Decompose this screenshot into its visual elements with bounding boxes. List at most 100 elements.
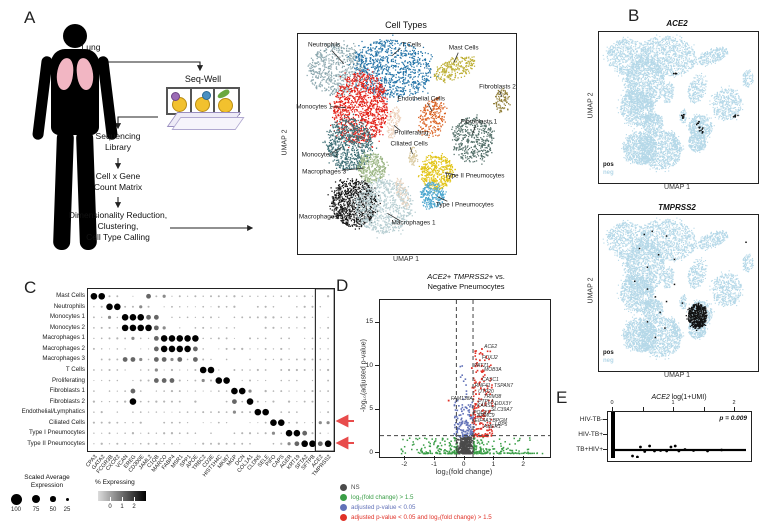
seqwell-device [166, 87, 240, 115]
cluster-label-neutrophils: Neutrophils [307, 41, 341, 49]
gradient-tick [134, 497, 135, 501]
human-silhouette [30, 24, 120, 252]
volcano-title-line2: Negative Pneumocytes [427, 281, 505, 291]
size-legend-dot [10, 493, 22, 505]
volcano-label-LRP5: LRP5 [494, 421, 508, 428]
volcano-label-ACE2: ACE2 [484, 344, 498, 351]
silhouette-torso [51, 49, 99, 135]
panelE-row-tick [603, 419, 607, 420]
volcano-legend-swatch [340, 494, 347, 501]
volcano-ytick-label: 0 [369, 448, 373, 456]
panelE-xtick [612, 407, 613, 411]
dotplot-row-12: Ciliated Cells [48, 418, 85, 426]
celltypes-umap-labels: Neutrophils T Cells Mast Cells Fibroblasts … [296, 34, 516, 254]
dotplot-size-legend: Scaled Average Expression [6, 474, 88, 490]
silhouette-right-arm [96, 55, 119, 141]
dotplot-row-7: T Cells [65, 366, 85, 373]
pct-tick: 0 [108, 504, 112, 510]
cluster-label-t-cells: T Cells [401, 41, 422, 49]
volcano-label-RNF41: RNF41 [474, 382, 491, 389]
volcano-label-PTPLA: PTPLA [478, 399, 495, 406]
ace2-neg-label: neg [603, 170, 614, 176]
volcano-label-TSPAN7: TSPAN7 [493, 382, 514, 389]
volcano-legend-label: NS [351, 484, 360, 491]
step-library: Sequencing Library [78, 131, 158, 153]
dotplot-row-2: Monocytes 1 [49, 313, 85, 321]
cluster-label-fibroblasts-2: Fibroblasts 2 [479, 83, 516, 91]
step-dim: Dimensionality Reduction, Clustering, Ce… [50, 210, 186, 243]
cluster-label-monocytes-1: Monocytes 1 [296, 103, 333, 111]
cluster-label-macrophages-3: Macrophages 3 [302, 168, 347, 175]
volcano-legend-item-0: NS [340, 484, 360, 491]
tmprss2-umap-canvas [599, 215, 758, 371]
dotplot-row-11: Endothelial/Lymphatics [21, 408, 85, 416]
ace2-xlabel: UMAP 1 [664, 184, 690, 191]
step-dim-line1: Dimensionality Reduction, [68, 210, 168, 220]
seqwell-well-3 [215, 88, 234, 113]
dotplot-row-6: Macrophages 3 [42, 355, 85, 363]
volcano-label-UTP20: UTP20 [478, 389, 494, 396]
ace2-pos-label: pos [603, 162, 614, 168]
tmprss2-umap-frame: pos neg [598, 214, 759, 372]
tmprss2-pos-label: pos [603, 350, 614, 356]
volcano-ylabel: -log₁₀(adjusted p-value) [360, 339, 368, 412]
cluster-label-monocytes-2: Monocytes 2 [301, 151, 338, 159]
step-dim-line3: Cell Type Calling [86, 232, 150, 242]
volcano-ytick [375, 321, 379, 323]
volcano-label-TRIM38: TRIM38 [483, 394, 502, 401]
ace2-umap-frame: pos neg [598, 31, 759, 184]
volcano-legend-swatch [340, 514, 347, 521]
panelE-row-TB+HIV+: TB+HIV+ [576, 446, 603, 453]
volcano-xtick-label: -1 [431, 461, 437, 468]
volcano-xtick [433, 456, 435, 460]
volcano-label-PATZ1: PATZ1 [474, 363, 489, 370]
step-matrix: Cell x Gene Count Matrix [78, 171, 158, 193]
volcano-label-AMER1: AMER1 [483, 423, 501, 430]
volcano-label-SLC39A7: SLC39A7 [490, 407, 513, 414]
silhouette-left-arm [31, 55, 54, 141]
cluster-label-type-i-pneumocytes: Type I Pneumocytes [435, 201, 494, 208]
gradient-tick [122, 497, 123, 501]
panelE-title-gene: ACE2 [651, 394, 670, 401]
volcano-ytick-label: 10 [365, 361, 373, 369]
gradient-tick [110, 497, 111, 501]
cluster-label-endothelial-cells: Endothelial Cells [397, 95, 445, 103]
bead-icon [218, 98, 233, 113]
size-legend-value: 75 [32, 507, 40, 513]
ace2-ylabel: UMAP 2 [587, 92, 595, 119]
purple-cell-icon [171, 92, 180, 101]
volcano-label-ARMC9: ARMC9 [476, 413, 495, 420]
celltypes-umap-frame: Neutrophils T Cells Mast Cells Fibroblasts … [296, 33, 517, 255]
panel-b-label: B [628, 6, 640, 25]
size-legend-dot [32, 495, 40, 503]
dotplot-row-3: Monocytes 2 [49, 323, 85, 331]
cluster-label-macrophages-1: Macrophages 1 [391, 219, 436, 227]
panelE-xtick [673, 407, 674, 411]
cluster-label-type-ii-pneumocytes: Type II Pneumocytes [444, 172, 505, 180]
volcano-xtick [463, 456, 465, 460]
panelE-row-HIV-TB+: HIV-TB+ [578, 431, 603, 438]
dotplot-row-4: Macrophages 1 [42, 334, 85, 342]
volcano-legend-label: log₂(fold change) > 1.5 [351, 494, 414, 501]
umapA-xlabel: UMAP 1 [393, 256, 419, 263]
volcano-title-line1: ACE2+ TMPRSS2+ vs. [427, 272, 505, 281]
volcano-ytick-label: 5 [369, 405, 373, 413]
cluster-label-fibroblasts-1: Fibroblasts 1 [460, 118, 498, 126]
volcano-legend-item-1: log₂(fold change) > 1.5 [340, 494, 413, 501]
seqwell-sheet-2 [171, 117, 245, 130]
tmprss2-ylabel: UMAP 2 [587, 277, 595, 304]
cluster-label-proliferating: Proliferating [394, 129, 429, 137]
lung-label: Lung [81, 42, 101, 52]
dotplot-row-1: Neutrophils [53, 302, 85, 310]
cluster-label-macrophages-2: Macrophages 2 [298, 213, 343, 221]
volcano-legend-item-2: adjusted p-value < 0.05 [340, 504, 416, 511]
volcano-frame [379, 299, 551, 458]
volcano-xlabel: log₂(fold change) [435, 467, 493, 476]
volcano-ytick [375, 452, 379, 453]
volcano-label-EIF4A3: EIF4A3 [474, 417, 492, 424]
volcano-canvas [380, 300, 550, 457]
panel-c-label: C [24, 278, 37, 297]
volcano-legend-item-3: adjusted p-value < 0.05 and log₂(fold ch… [340, 514, 492, 521]
size-legend-value: 50 [49, 507, 57, 513]
panel-a-label: A [24, 8, 36, 27]
